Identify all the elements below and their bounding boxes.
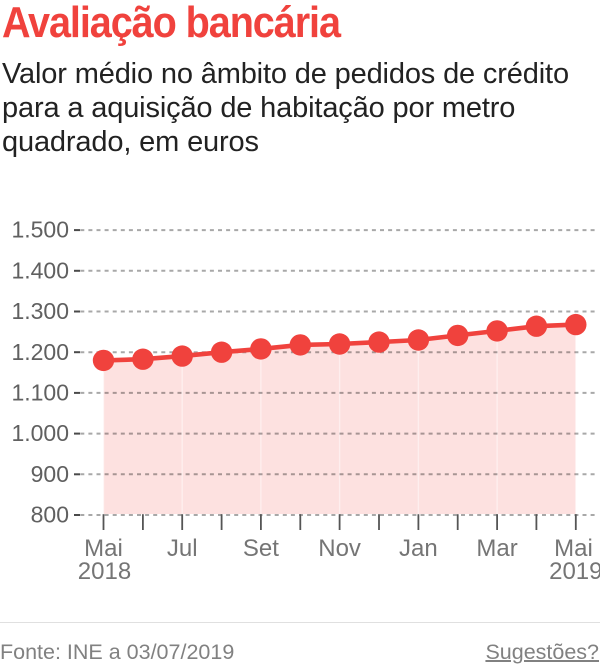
svg-text:900: 900 xyxy=(31,461,69,487)
svg-text:1.500: 1.500 xyxy=(11,217,69,243)
svg-text:Mai: Mai xyxy=(84,535,123,562)
svg-text:Jul: Jul xyxy=(167,535,198,562)
svg-text:2019: 2019 xyxy=(549,558,600,585)
svg-text:1.300: 1.300 xyxy=(11,298,69,324)
svg-text:Mar: Mar xyxy=(476,535,517,562)
svg-text:Mai: Mai xyxy=(554,535,593,562)
svg-text:2018: 2018 xyxy=(78,558,131,585)
svg-text:1.400: 1.400 xyxy=(11,257,69,283)
svg-text:Jan: Jan xyxy=(399,535,438,562)
svg-text:Nov: Nov xyxy=(318,535,361,562)
svg-text:Set: Set xyxy=(243,535,279,562)
svg-text:1.100: 1.100 xyxy=(11,380,69,406)
svg-text:800: 800 xyxy=(31,502,69,528)
svg-text:1.000: 1.000 xyxy=(11,420,69,446)
svg-text:1.200: 1.200 xyxy=(11,339,69,365)
